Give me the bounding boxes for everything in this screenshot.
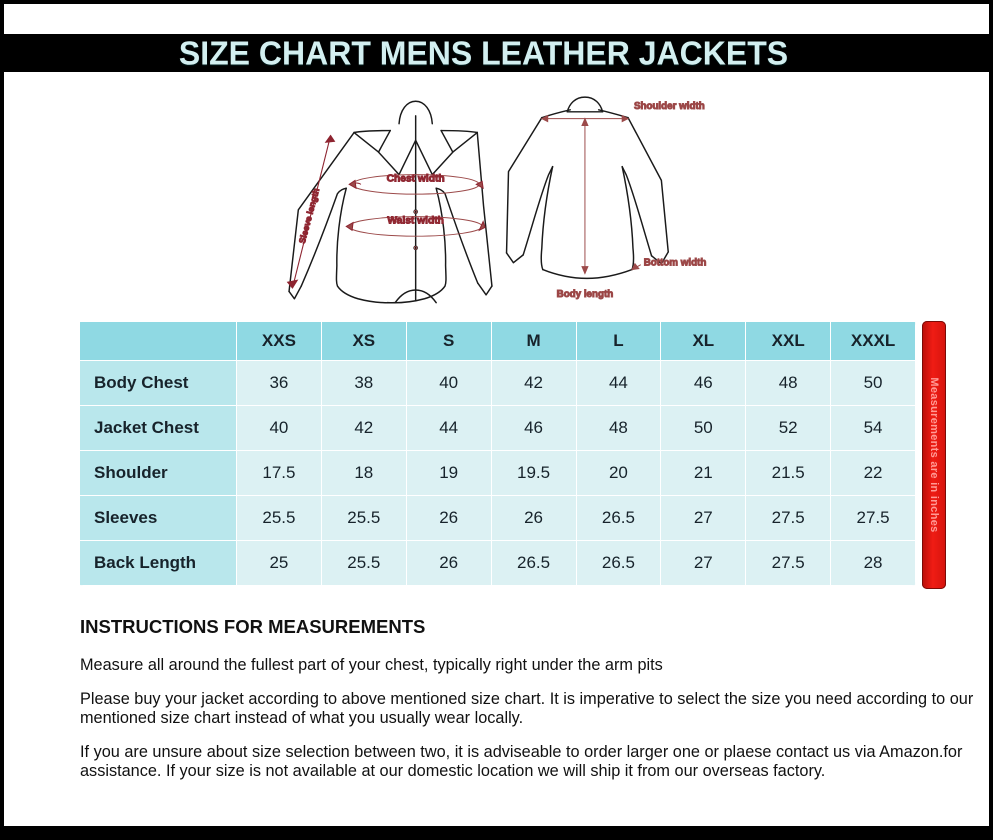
svg-text:Waist width: Waist width [387,215,444,226]
svg-text:Shoulder width: Shoulder width [634,101,705,112]
svg-text:Body length: Body length [557,289,614,300]
svg-text:Sleeve length: Sleeve length [297,187,321,244]
svg-text:Chest width: Chest width [387,173,445,184]
svg-text:Bottom width: Bottom width [644,258,707,269]
